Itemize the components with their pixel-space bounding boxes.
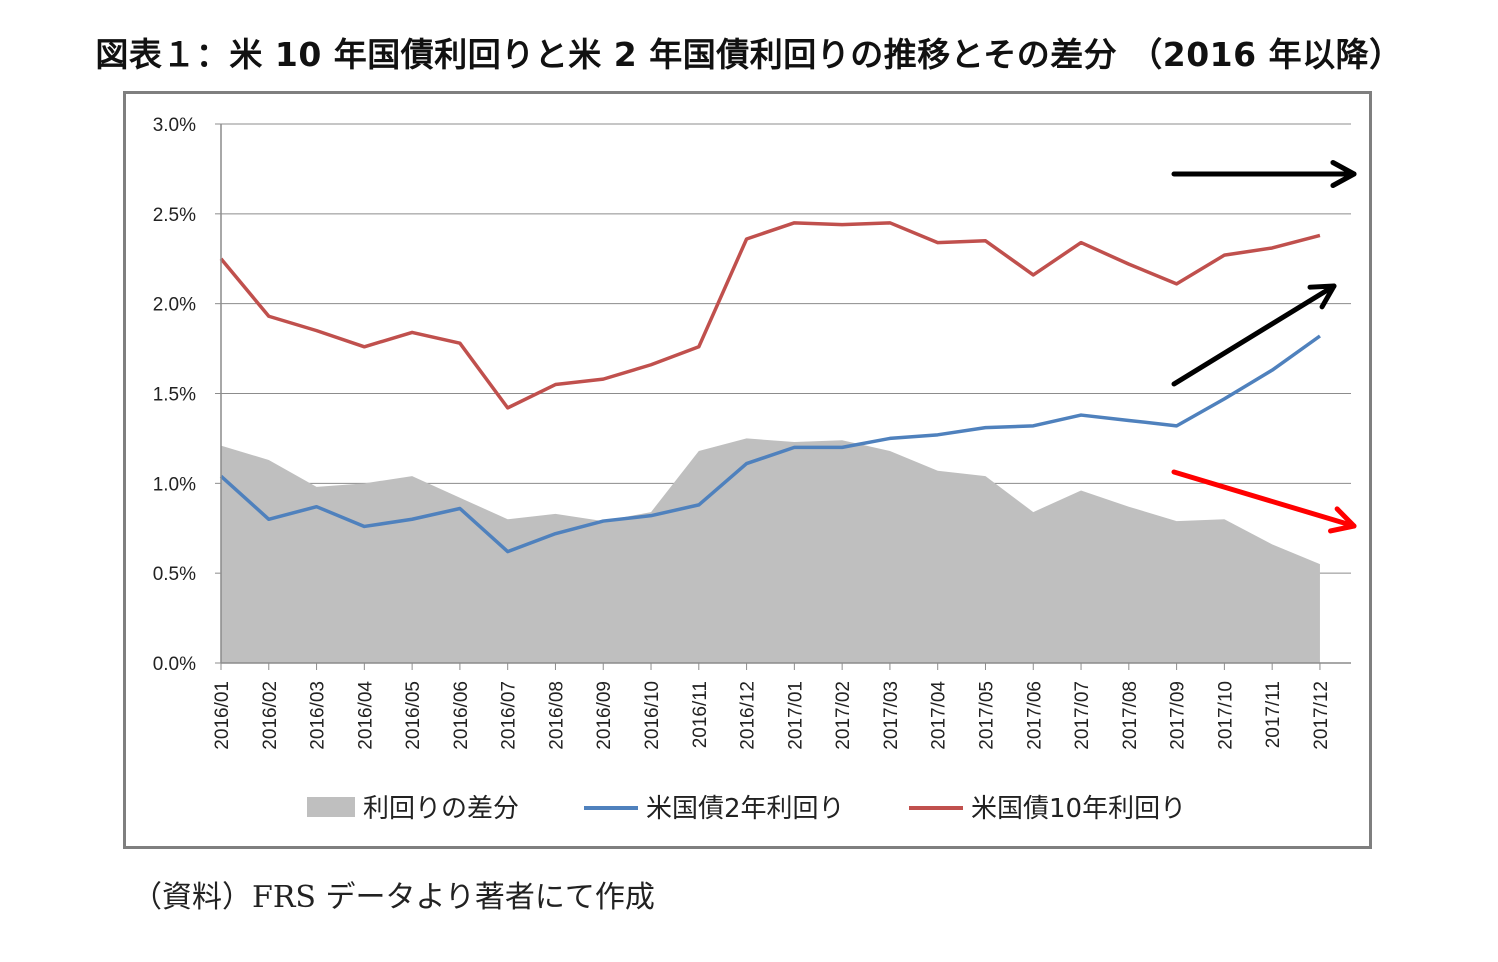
- legend-item: 米国債2年利回り: [584, 794, 845, 824]
- x-tick-label: 2016/12: [738, 681, 759, 750]
- y-tick-label: 0.0%: [153, 654, 196, 675]
- x-tick-label: 2016/10: [642, 681, 663, 750]
- series-line-2y: [219, 334, 1321, 554]
- y-tick-label: 2.0%: [153, 295, 196, 316]
- arrow-shaft: [1171, 469, 1357, 529]
- source-note: （資料）FRS データより著者にて作成: [132, 880, 655, 915]
- annotation-arrow-flat: [1171, 159, 1357, 189]
- legend-swatch: [307, 797, 355, 817]
- x-tick-label: 2017/09: [1168, 681, 1189, 750]
- x-tick-label: 2016/09: [594, 681, 615, 750]
- legend-item: 利回りの差分: [307, 794, 519, 824]
- x-tick-label: 2016/03: [308, 681, 329, 750]
- x-tick-label: 2017/05: [976, 681, 997, 750]
- x-tick-label: 2016/04: [355, 681, 376, 750]
- x-tick-label: 2016/07: [499, 681, 520, 750]
- x-tick-label: 2016/06: [451, 681, 472, 750]
- series-area-spread: [221, 438, 1320, 663]
- legend-label: 米国債2年利回り: [646, 794, 845, 824]
- x-tick-label: 2017/01: [785, 681, 806, 750]
- y-tick-label: 0.5%: [153, 564, 196, 585]
- x-tick-label: 2016/11: [690, 681, 711, 748]
- x-tick-label: 2017/04: [929, 681, 950, 750]
- legend-item: 米国債10年利回り: [909, 794, 1186, 824]
- chart-title: 図表１：米 10 年国債利回りと米 2 年国債利回りの推移とその差分 （2016…: [95, 35, 1403, 74]
- x-tick-label: 2017/06: [1024, 681, 1045, 750]
- legend-label: 米国債10年利回り: [971, 794, 1186, 824]
- arrow-head: [1328, 506, 1357, 534]
- x-tick-label: 2016/05: [403, 681, 424, 750]
- x-tick-label: 2017/12: [1311, 681, 1332, 750]
- x-tick-label: 2017/02: [833, 681, 854, 750]
- legend-label: 利回りの差分: [363, 794, 519, 824]
- arrow-head: [1307, 283, 1337, 310]
- x-tick-label: 2016/08: [546, 681, 567, 750]
- y-tick-label: 2.5%: [153, 205, 196, 226]
- x-tick-label: 2016/02: [260, 681, 281, 750]
- y-tick-label: 1.0%: [153, 474, 196, 495]
- arrow-shaft: [1171, 283, 1337, 387]
- annotation-arrow-up: [1171, 283, 1337, 387]
- x-tick-label: 2017/03: [881, 681, 902, 750]
- y-tick-label: 1.5%: [153, 385, 196, 406]
- x-tick-label: 2016/01: [212, 681, 233, 750]
- x-tick-label: 2017/11: [1263, 681, 1284, 748]
- chart-frame: 0.0% 0.5% 1.0% 1.5% 2.0% 2.5% 3.0% 2016/01 2016/…: [123, 91, 1372, 849]
- arrow-head: [1330, 159, 1357, 189]
- x-tick-label: 2017/08: [1120, 681, 1141, 750]
- y-tick-label: 3.0%: [153, 115, 196, 136]
- chart-svg: 0.0% 0.5% 1.0% 1.5% 2.0% 2.5% 3.0% 2016/01 2016/…: [153, 115, 1357, 824]
- annotation-arrow-down: [1171, 469, 1357, 534]
- series-line-10y: [219, 221, 1321, 410]
- x-tick-label: 2017/10: [1215, 681, 1236, 750]
- x-tick-label: 2017/07: [1072, 681, 1093, 750]
